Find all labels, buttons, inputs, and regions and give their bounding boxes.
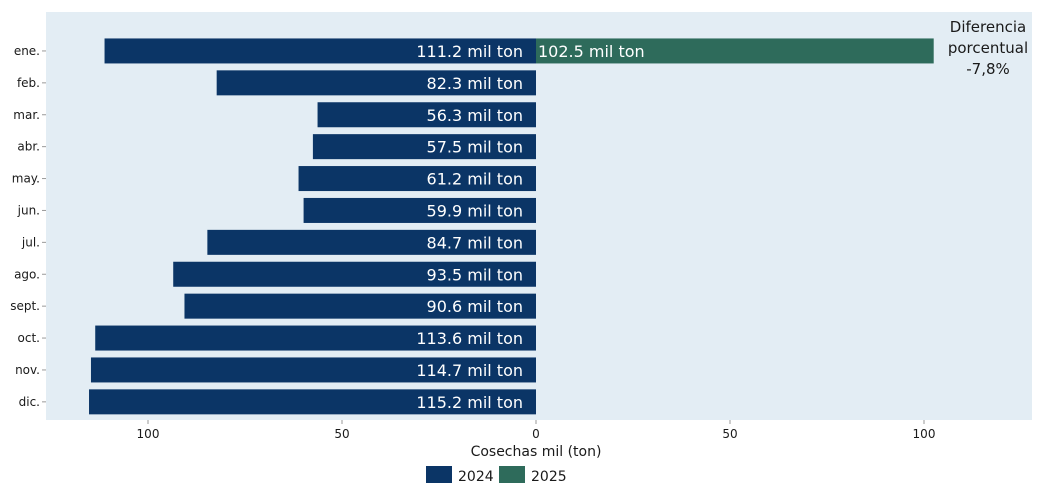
x-tick-label: 50: [334, 427, 349, 441]
bar-data-label: 90.6 mil ton: [427, 297, 523, 316]
category-label: dic.: [19, 395, 40, 409]
bar-data-label: 57.5 mil ton: [427, 138, 523, 157]
bar-2024-jul: [207, 229, 536, 255]
bar-2024-feb: [216, 70, 536, 96]
annotation-line: -7,8%: [966, 60, 1010, 78]
category-label: ago.: [14, 267, 40, 281]
bar-2024-nov: [90, 357, 537, 383]
legend-swatch-2025: [499, 466, 525, 483]
category-label: mar.: [13, 108, 40, 122]
bar-2024-oct: [95, 325, 537, 351]
annotation-line: Diferencia: [950, 18, 1026, 36]
category-label: jul.: [21, 235, 40, 249]
bar-data-label: 102.5 mil ton: [538, 42, 645, 61]
category-axis: ene. feb. mar. abr. may. jun. jul. ago. sept. oct…: [10, 44, 46, 409]
category-label: sept.: [10, 299, 40, 313]
legend: 2024 2025: [426, 466, 567, 484]
bar-2024-ago: [173, 261, 536, 287]
bar-2024-abr: [312, 134, 536, 160]
category-label: may.: [12, 172, 40, 186]
category-label: abr.: [17, 140, 40, 154]
bar-2024-mar: [317, 102, 536, 128]
category-label: nov.: [15, 363, 40, 377]
bar-data-label: 56.3 mil ton: [427, 106, 523, 125]
difference-annotation: Diferencia porcentual -7,8%: [948, 18, 1028, 78]
x-axis-title: Cosechas mil (ton): [471, 444, 602, 460]
bar-data-label: 82.3 mil ton: [427, 74, 523, 93]
legend-label-2025: 2025: [531, 469, 567, 484]
bar-2024-dic: [89, 389, 537, 415]
bar-data-label: 61.2 mil ton: [427, 170, 523, 189]
bar-data-label: 114.7 mil ton: [416, 361, 523, 380]
x-tick-label: 100: [137, 427, 160, 441]
x-axis: 100 50 0 50 100: [137, 420, 936, 441]
bar-2024-sept: [184, 293, 537, 319]
bar-data-label: 84.7 mil ton: [427, 233, 523, 252]
legend-swatch-2024: [426, 466, 452, 483]
x-tick-label: 50: [722, 427, 737, 441]
annotation-line: porcentual: [948, 39, 1028, 57]
x-tick-label: 100: [913, 427, 936, 441]
bars-layer: 111.2 mil ton 102.5 mil ton 82.3 mil ton 56…: [89, 38, 934, 415]
plot-area: [46, 12, 1032, 420]
bar-2025-ene: [536, 38, 934, 64]
category-label: feb.: [17, 76, 40, 90]
bar-data-label: 111.2 mil ton: [416, 42, 523, 61]
category-label: oct.: [18, 331, 40, 345]
bar-2024-ene: [104, 38, 536, 64]
bar-data-label: 115.2 mil ton: [416, 393, 523, 412]
x-tick-label: 0: [532, 427, 540, 441]
bar-2024-may: [298, 166, 536, 192]
category-label: jun.: [17, 203, 40, 217]
bar-data-label: 113.6 mil ton: [416, 329, 523, 348]
bar-2024-jun: [303, 197, 536, 223]
legend-label-2024: 2024: [458, 469, 494, 484]
bar-data-label: 93.5 mil ton: [427, 265, 523, 284]
bar-data-label: 59.9 mil ton: [427, 201, 523, 220]
category-label: ene.: [14, 44, 40, 58]
